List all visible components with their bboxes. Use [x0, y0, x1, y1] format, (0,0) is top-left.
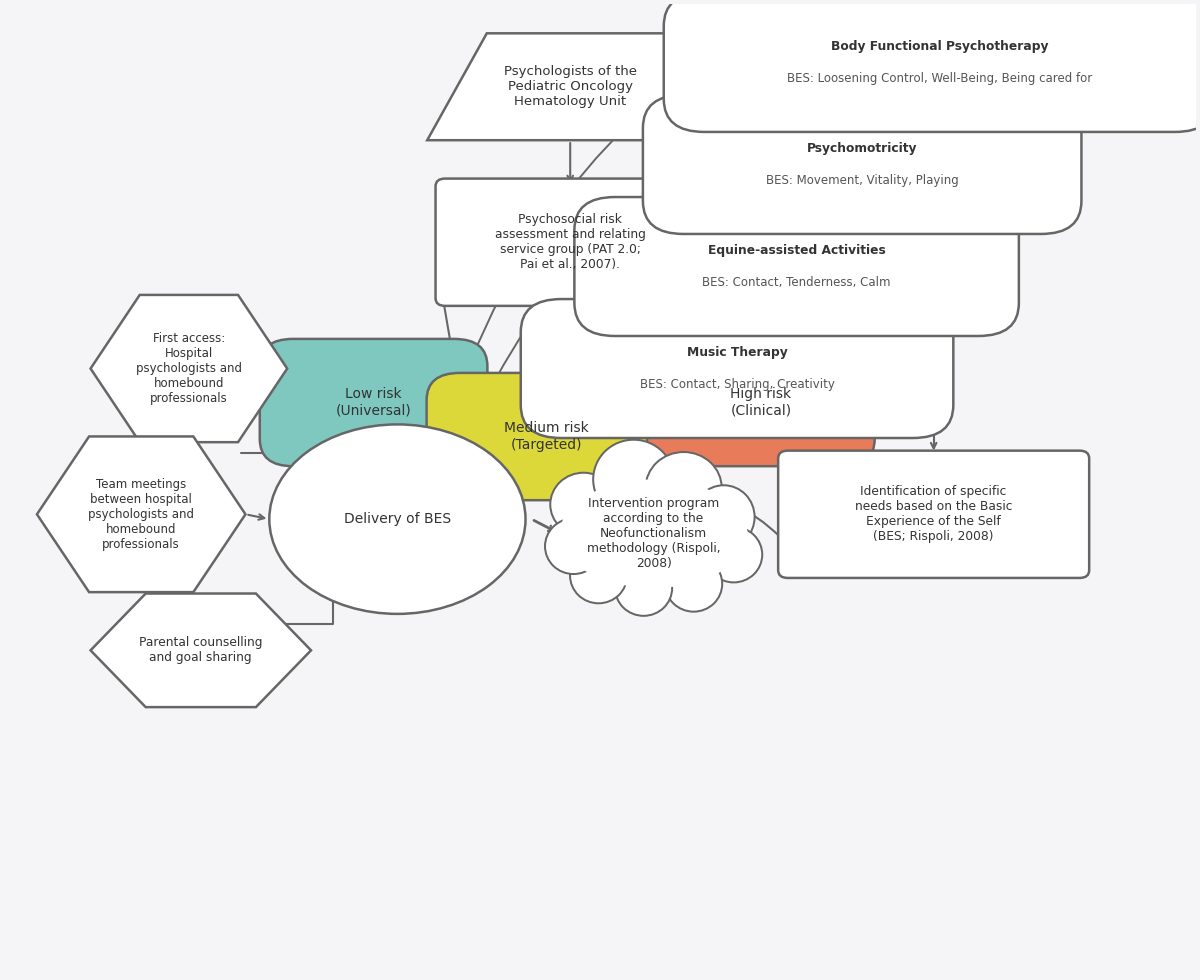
- Ellipse shape: [269, 424, 526, 613]
- Text: BES: Contact, Tenderness, Calm: BES: Contact, Tenderness, Calm: [702, 275, 890, 288]
- Ellipse shape: [545, 518, 602, 574]
- Text: Equine-assisted Activities: Equine-assisted Activities: [708, 244, 886, 258]
- FancyBboxPatch shape: [436, 178, 704, 306]
- Polygon shape: [90, 594, 311, 708]
- Ellipse shape: [616, 561, 672, 615]
- Text: BES: Movement, Vitality, Playing: BES: Movement, Vitality, Playing: [766, 173, 959, 186]
- Text: BES: Loosening Control, Well-Being, Being cared for: BES: Loosening Control, Well-Being, Bein…: [787, 72, 1092, 84]
- Text: Identification of specific
needs based on the Basic
Experience of the Self
(BES;: Identification of specific needs based o…: [854, 485, 1013, 543]
- Polygon shape: [427, 33, 713, 140]
- Text: BES: Contact, Sharing, Creativity: BES: Contact, Sharing, Creativity: [640, 377, 834, 391]
- Text: Music Therapy: Music Therapy: [686, 347, 787, 360]
- Text: Parental counselling
and goal sharing: Parental counselling and goal sharing: [139, 636, 263, 664]
- Ellipse shape: [706, 527, 762, 582]
- Text: Team meetings
between hospital
psychologists and
homebound
professionals: Team meetings between hospital psycholog…: [89, 478, 194, 551]
- Ellipse shape: [559, 479, 748, 588]
- Text: Medium risk
(Targeted): Medium risk (Targeted): [504, 421, 589, 452]
- Text: Body Functional Psychotherapy: Body Functional Psychotherapy: [830, 40, 1049, 54]
- FancyBboxPatch shape: [521, 299, 953, 438]
- Text: Low risk
(Universal): Low risk (Universal): [336, 387, 412, 417]
- Polygon shape: [37, 436, 246, 592]
- FancyBboxPatch shape: [427, 373, 666, 500]
- Text: Psychomotricity: Psychomotricity: [806, 142, 918, 156]
- Text: Delivery of BES: Delivery of BES: [344, 513, 451, 526]
- FancyBboxPatch shape: [643, 95, 1081, 234]
- Ellipse shape: [570, 548, 628, 604]
- Ellipse shape: [551, 471, 756, 597]
- Text: Intervention program
according to the
Neofunctionalism
methodology (Rispoli,
200: Intervention program according to the Ne…: [587, 497, 720, 570]
- FancyBboxPatch shape: [664, 0, 1200, 132]
- FancyBboxPatch shape: [778, 451, 1090, 578]
- Ellipse shape: [692, 485, 755, 549]
- Text: First access:
Hospital
psychologists and
homebound
professionals: First access: Hospital psychologists and…: [136, 332, 242, 405]
- Ellipse shape: [646, 452, 721, 523]
- Text: High risk
(Clinical): High risk (Clinical): [731, 387, 792, 417]
- Polygon shape: [90, 295, 287, 442]
- Text: Psychologists of the
Pediatric Oncology
Hematology Unit: Psychologists of the Pediatric Oncology …: [504, 66, 637, 108]
- Ellipse shape: [665, 556, 722, 612]
- Ellipse shape: [551, 472, 617, 536]
- Text: Psychosocial risk
assessment and relating
service group (PAT 2.0;
Pai et al., 20: Psychosocial risk assessment and relatin…: [494, 214, 646, 271]
- Ellipse shape: [593, 440, 674, 519]
- FancyBboxPatch shape: [575, 197, 1019, 336]
- FancyBboxPatch shape: [647, 339, 875, 466]
- FancyBboxPatch shape: [259, 339, 487, 466]
